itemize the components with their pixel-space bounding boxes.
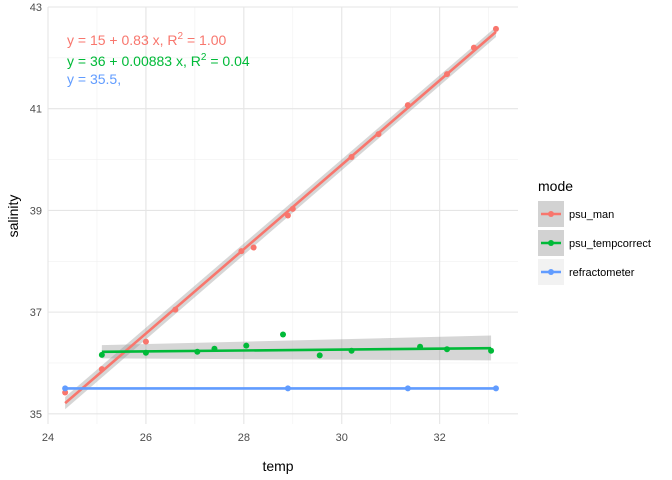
data-point-psu_man <box>404 102 411 109</box>
data-point-psu_man <box>172 306 179 313</box>
data-point-psu_man <box>142 338 149 345</box>
regression-line-psu_tempcorrect <box>101 346 492 354</box>
grid-lines <box>47 6 518 424</box>
legend-item-psu_tempcorrect: psu_tempcorrect <box>538 230 651 256</box>
y-tick-label: 43 <box>30 2 42 14</box>
x-tick-label: 26 <box>140 432 152 444</box>
data-point-psu_tempcorrect <box>348 347 355 354</box>
confidence-band-psu_tempcorrect <box>101 335 492 361</box>
y-tick-label: 37 <box>30 307 42 319</box>
data-point-psu_man <box>470 44 477 51</box>
axes: temp salinity 24 26 28 30 32 35 37 39 41 43 <box>5 2 446 474</box>
legend-point-psu_tempcorrect <box>548 240 554 246</box>
data-point-psu_man <box>289 205 296 212</box>
x-tick-label: 28 <box>238 432 250 444</box>
legend-title: mode <box>538 178 573 194</box>
legend-point-refractometer <box>548 269 554 275</box>
data-point-psu_man <box>375 131 382 138</box>
data-point-psu_tempcorrect <box>316 352 323 359</box>
equation-label-refractometer: y = 35.5, <box>67 71 121 87</box>
data-points <box>62 25 499 396</box>
legend: mode psu_man psu_tempcorrect refractometer <box>538 178 651 285</box>
data-point-psu_man <box>238 248 245 255</box>
data-point-psu_man <box>444 71 451 78</box>
data-point-refractometer <box>62 385 69 392</box>
regression-line-psu_man <box>64 30 497 405</box>
data-point-psu_tempcorrect <box>194 348 201 355</box>
regression-equations: y = 15 + 0.83 x, R2 = 1.00 y = 36 + 0.008… <box>67 31 250 87</box>
data-point-psu_tempcorrect <box>280 331 286 338</box>
data-point-refractometer <box>492 385 499 392</box>
data-point-psu_man <box>348 154 355 161</box>
legend-item-psu_man: psu_man <box>538 201 614 227</box>
data-point-psu_tempcorrect <box>98 351 105 358</box>
x-tick-label: 30 <box>336 432 348 444</box>
equation-label-psu_man: y = 15 + 0.83 x, R2 = 1.00 <box>67 31 226 48</box>
data-point-psu_tempcorrect <box>444 346 451 353</box>
data-point-psu_tempcorrect <box>142 349 149 356</box>
data-point-psu_tempcorrect <box>488 347 495 354</box>
legend-item-refractometer: refractometer <box>538 259 635 285</box>
data-point-psu_tempcorrect <box>243 342 250 349</box>
x-tick-label: 24 <box>42 432 54 444</box>
data-point-psu_tempcorrect <box>211 345 218 352</box>
data-point-psu_man <box>98 366 105 373</box>
y-tick-label: 35 <box>30 409 42 421</box>
data-point-refractometer <box>284 385 291 392</box>
data-point-psu_tempcorrect <box>417 343 424 350</box>
x-tick-label: 32 <box>434 432 446 444</box>
legend-label-psu_man: psu_man <box>569 209 614 221</box>
data-point-psu_man <box>284 212 291 219</box>
data-point-psu_man <box>250 244 257 251</box>
x-axis-title: temp <box>262 458 293 474</box>
legend-label-psu_tempcorrect: psu_tempcorrect <box>569 238 651 250</box>
y-axis-title: salinity <box>5 195 21 238</box>
data-point-psu_man <box>492 25 499 32</box>
equation-label-psu_tempcorrect: y = 36 + 0.00883 x, R2 = 0.04 <box>67 52 250 69</box>
regression-lines <box>64 30 497 405</box>
y-tick-label: 39 <box>30 205 42 217</box>
data-point-refractometer <box>404 385 411 392</box>
legend-point-psu_man <box>548 211 554 217</box>
legend-label-refractometer: refractometer <box>569 267 635 279</box>
y-tick-label: 41 <box>30 104 42 116</box>
